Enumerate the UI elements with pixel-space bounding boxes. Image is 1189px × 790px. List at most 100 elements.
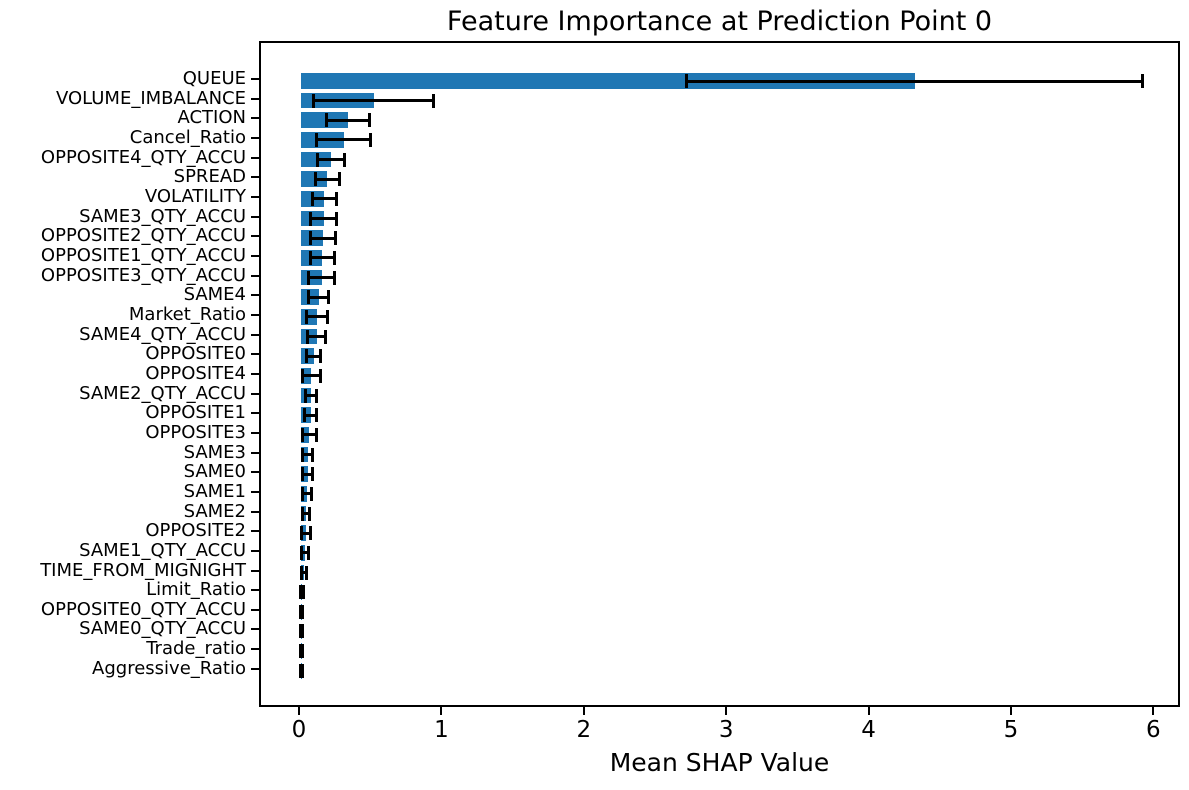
x-tick-label: 5 (1003, 717, 1019, 743)
y-tick-label: SAME4 (183, 284, 246, 306)
error-cap-low-QUEUE (685, 74, 689, 88)
error-cap-high-OPPOSITE4_QTY_ACCU (342, 152, 346, 167)
error-bar-SAME3 (302, 453, 313, 457)
y-tick-mark (251, 78, 259, 80)
x-tick-label: 6 (1146, 717, 1161, 743)
error-cap-low-SPREAD (313, 172, 317, 187)
y-tick-label: OPPOSITE1_QTY_ACCU (40, 244, 246, 266)
y-tick-mark (251, 490, 259, 493)
error-cap-low-OPPOSITE2 (300, 526, 304, 541)
error-cap-low-OPPOSITE4_QTY_ACCU (315, 152, 319, 167)
error-cap-low-OPPOSITE0_QTY_ACCU (299, 604, 303, 619)
x-tick-label: 2 (576, 717, 592, 743)
error-cap-low-OPPOSITE2_QTY_ACCU (309, 231, 313, 246)
error-cap-low-SAME1 (300, 486, 304, 501)
y-tick-label: Cancel_Ratio (129, 126, 246, 148)
error-cap-low-OPPOSITE1 (303, 408, 307, 423)
y-tick-mark (251, 353, 259, 356)
error-bar-OPPOSITE4 (302, 374, 321, 378)
error-cap-low-SAME2 (300, 506, 304, 521)
error-cap-high-ACTION (367, 113, 371, 128)
y-tick-mark (251, 648, 259, 651)
x-tick-mark (298, 707, 300, 715)
error-cap-low-OPPOSITE3 (300, 427, 304, 442)
error-cap-high-SAME4 (327, 290, 331, 305)
y-tick-label: Trade_ratio (146, 638, 246, 660)
error-bar-VOLUME_IMBALANCE (313, 99, 434, 103)
error-bar-SAME3_QTY_ACCU (310, 217, 337, 221)
plot-area (259, 41, 1180, 707)
error-cap-high-Aggressive_Ratio (300, 663, 304, 678)
error-bar-OPPOSITE0 (306, 354, 321, 358)
error-cap-high-SAME2 (308, 506, 312, 521)
error-cap-low-OPPOSITE3_QTY_ACCU (307, 270, 311, 285)
y-tick-label: VOLATILITY (144, 185, 246, 207)
y-tick-mark (251, 667, 259, 670)
error-cap-high-SAME3_QTY_ACCU (335, 211, 339, 226)
chart-title: Feature Importance at Prediction Point 0 (446, 6, 993, 37)
error-cap-low-ACTION (325, 113, 329, 128)
error-cap-high-OPPOSITE0 (319, 349, 323, 364)
bar-ACTION (301, 112, 348, 129)
y-tick-label: SAME0_QTY_ACCU (79, 618, 246, 640)
y-tick-label: SAME3_QTY_ACCU (79, 205, 246, 227)
error-cap-high-SAME1 (309, 486, 313, 501)
y-tick-label: OPPOSITE3_QTY_ACCU (40, 264, 246, 286)
error-cap-low-Limit_Ratio (299, 585, 303, 600)
y-tick-mark (251, 274, 259, 277)
x-tick-label: 3 (718, 717, 734, 743)
y-tick-mark (251, 549, 259, 552)
y-tick-mark (251, 176, 259, 179)
y-tick-label: Limit_Ratio (146, 579, 246, 601)
error-bar-OPPOSITE1 (304, 413, 317, 417)
error-bar-OPPOSITE3 (302, 433, 317, 437)
error-bar-ACTION (326, 118, 370, 122)
y-tick-mark (251, 97, 259, 100)
x-tick-mark (582, 707, 585, 715)
y-tick-mark (251, 451, 259, 454)
error-bar-QUEUE (686, 79, 1143, 83)
bar-QUEUE (301, 73, 915, 89)
error-cap-high-Cancel_Ratio (369, 132, 373, 147)
error-bar-SAME1 (302, 492, 312, 496)
error-cap-high-SAME0 (310, 467, 314, 482)
error-cap-high-OPPOSITE2 (308, 526, 312, 541)
error-cap-high-Limit_Ratio (301, 585, 305, 600)
error-cap-low-Market_Ratio (304, 309, 308, 324)
y-tick-mark (251, 136, 259, 139)
error-cap-low-SAME4 (307, 290, 311, 305)
x-tick-mark (1009, 707, 1012, 715)
y-tick-mark (251, 530, 259, 533)
x-tick-label: 0 (291, 717, 307, 743)
y-tick-mark (251, 471, 259, 474)
error-cap-low-Cancel_Ratio (315, 132, 319, 147)
y-tick-label: OPPOSITE2 (145, 520, 246, 542)
error-cap-high-VOLUME_IMBALANCE (431, 93, 435, 108)
y-tick-label: Aggressive_Ratio (92, 657, 246, 679)
y-tick-mark (251, 569, 259, 572)
error-bar-OPPOSITE4_QTY_ACCU (317, 158, 345, 162)
error-bar-OPPOSITE2 (301, 531, 311, 535)
y-tick-label: OPPOSITE2_QTY_ACCU (40, 225, 246, 247)
error-cap-low-SAME4_QTY_ACCU (306, 329, 310, 344)
error-cap-high-Trade_ratio (300, 644, 304, 659)
error-bar-SAME4 (308, 295, 329, 299)
error-cap-high-SAME1_QTY_ACCU (306, 545, 310, 560)
y-tick-label: SAME2_QTY_ACCU (79, 382, 246, 404)
error-bar-OPPOSITE3_QTY_ACCU (308, 276, 335, 280)
x-tick-mark (1152, 707, 1155, 715)
error-cap-low-SAME3_QTY_ACCU (309, 211, 313, 226)
y-tick-mark (251, 412, 259, 415)
error-bar-OPPOSITE2_QTY_ACCU (310, 236, 336, 240)
y-tick-mark (251, 117, 259, 120)
y-tick-mark (251, 372, 259, 375)
y-tick-label: OPPOSITE4 (145, 362, 246, 384)
y-tick-mark (251, 392, 259, 395)
error-bar-SAME2 (302, 512, 310, 516)
x-tick-mark (440, 707, 443, 715)
error-cap-low-SAME3 (301, 447, 305, 462)
y-tick-label: SAME1 (183, 480, 246, 502)
error-cap-low-OPPOSITE4 (300, 368, 304, 383)
error-bar-SAME0 (302, 472, 313, 476)
